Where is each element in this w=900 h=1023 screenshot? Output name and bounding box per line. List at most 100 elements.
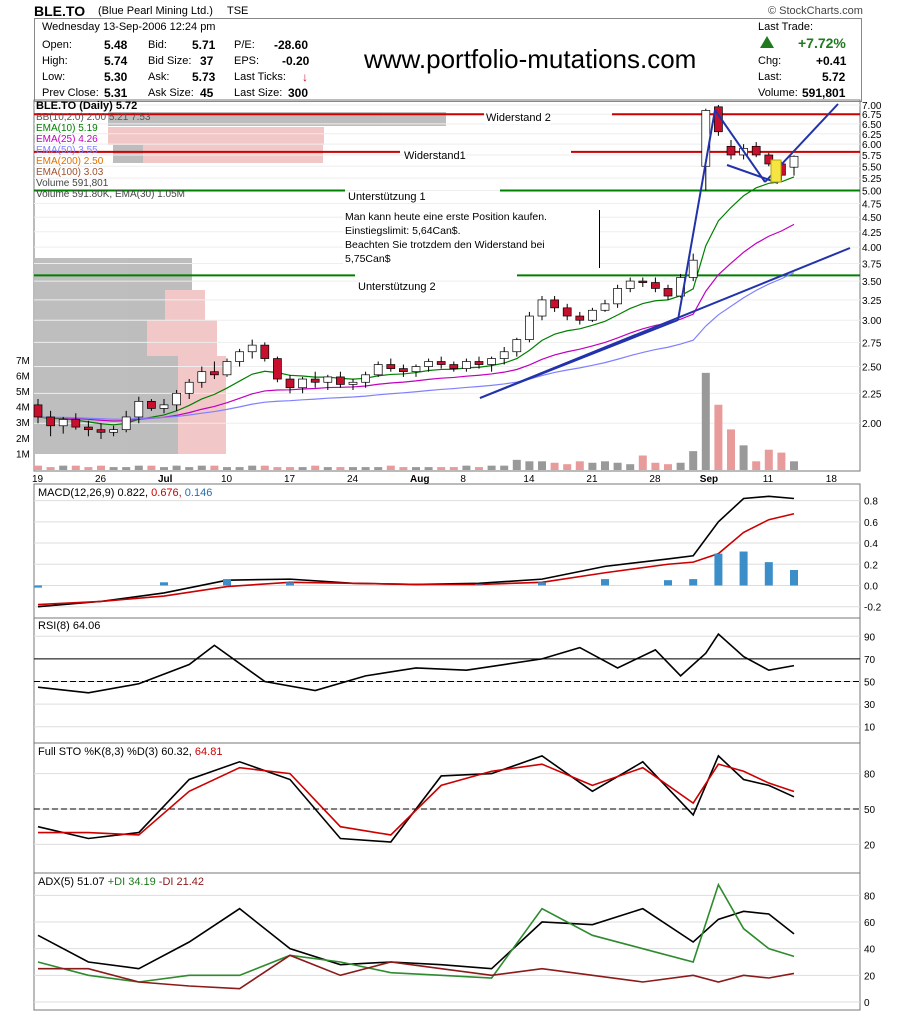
high-value: 5.74 — [104, 54, 128, 68]
d-line — [38, 763, 795, 836]
ema50-legend: EMA(50) 3.55 — [36, 145, 98, 156]
volume-bar — [575, 461, 584, 470]
price-tick-label: 5.50 — [862, 162, 882, 173]
tick-label: 0.4 — [864, 539, 878, 550]
histogram-bar — [475, 584, 483, 586]
tick-label: 0 — [864, 998, 870, 1009]
price-date-label: Aug — [410, 474, 429, 485]
volume-bar — [46, 467, 55, 470]
candle — [751, 145, 761, 156]
eps-label: EPS: — [234, 55, 260, 67]
trendlines — [479, 103, 851, 399]
pct-change: +7.72% — [798, 35, 846, 51]
candle — [373, 364, 383, 376]
volume-bar — [550, 462, 559, 470]
candle — [323, 376, 333, 383]
down-arrow-icon: ↓ — [302, 70, 308, 84]
candle — [487, 358, 496, 365]
volume-bar — [374, 467, 383, 470]
candle — [525, 315, 534, 340]
volume-bar — [412, 467, 420, 470]
price-tick-label: 6.50 — [862, 120, 882, 131]
histogram-bar — [664, 580, 672, 586]
volume-bar — [336, 467, 345, 470]
volume-bar — [475, 467, 483, 470]
volume-bar — [777, 452, 786, 470]
volume-bar — [701, 372, 710, 470]
volume-bar — [323, 467, 332, 470]
candle — [361, 374, 370, 383]
bid-label: Bid: — [148, 39, 167, 51]
volume-bar — [210, 465, 219, 470]
symbol: BLE.TO — [34, 3, 86, 19]
price-tick-label: 4.25 — [862, 228, 882, 239]
price-date-label: 26 — [95, 474, 107, 485]
price-date-label: 11 — [763, 474, 774, 485]
price-date-label: Sep — [700, 474, 718, 485]
candle — [651, 282, 660, 289]
price-date-label: 10 — [221, 474, 233, 485]
candle — [134, 400, 144, 418]
adx-panel-frame — [33, 872, 861, 1011]
chg-label: Chg: — [758, 55, 782, 67]
volume-bar — [147, 465, 156, 470]
volume-bar — [223, 467, 231, 470]
sto-panel-frame — [33, 742, 861, 874]
tick-label: 70 — [864, 655, 876, 666]
minus-di-value: -DI 21.42 — [158, 876, 205, 888]
candle — [562, 307, 572, 317]
volume-bar — [34, 465, 42, 470]
volume-bar — [462, 465, 471, 470]
comment-line-4: 5,75Can$ — [345, 253, 391, 265]
candle — [298, 378, 307, 389]
price-date-label: 18 — [826, 474, 838, 485]
price-date-label: 24 — [347, 474, 359, 485]
bid-value: 5.71 — [192, 38, 216, 52]
volume-bar — [613, 462, 622, 470]
candle — [474, 361, 484, 365]
widerstand2-label: Widerstand 2 — [486, 112, 551, 124]
sto-label: Full STO %K(8,3) %D(3) 60.32, 64.81 — [38, 746, 222, 758]
volume-bar — [399, 467, 408, 470]
volume-bar — [84, 467, 93, 470]
adx-title: ADX(5) 51.07 — [38, 876, 105, 888]
ema100-legend: EMA(100) 3.03 — [36, 167, 104, 178]
last-ticks-label: Last Ticks: — [234, 71, 286, 83]
candle — [235, 351, 244, 362]
volume-bar — [248, 465, 257, 470]
macd-signal-value: 0.676, — [151, 487, 182, 499]
price-tick-label: 3.25 — [862, 296, 882, 307]
volume-bar — [260, 465, 269, 470]
candle — [462, 361, 471, 369]
price-date-label: 19 — [32, 474, 44, 485]
eps-value: -0.20 — [282, 54, 310, 68]
price-date-label: 28 — [649, 474, 661, 485]
volume-bar — [273, 467, 282, 470]
candle — [663, 288, 673, 297]
candle — [285, 378, 295, 389]
signal-line — [37, 512, 795, 606]
volume-bar — [752, 461, 761, 470]
exchange: TSE — [227, 5, 249, 17]
volume-bar — [563, 464, 572, 470]
price-tick-label: 4.50 — [862, 213, 882, 224]
candle — [84, 426, 93, 431]
volume-bar — [500, 465, 509, 470]
candle — [625, 280, 635, 289]
rsi-line — [37, 632, 795, 694]
tick-label: 30 — [864, 700, 876, 711]
volume-bar — [386, 465, 395, 470]
histogram-bar — [538, 582, 546, 586]
tick-label: 0.6 — [864, 518, 878, 529]
volume-bar — [676, 462, 685, 470]
price-tick-label: 7.00 — [862, 101, 882, 112]
price-tick-label: 3.50 — [862, 277, 882, 288]
candle — [550, 299, 559, 309]
volume-bar — [487, 465, 496, 470]
candle — [764, 154, 774, 165]
price-tick-label: 2.25 — [862, 389, 882, 400]
candle — [399, 368, 408, 373]
volume-bar — [298, 467, 307, 470]
volume-bar — [638, 455, 647, 470]
candle — [348, 381, 358, 385]
